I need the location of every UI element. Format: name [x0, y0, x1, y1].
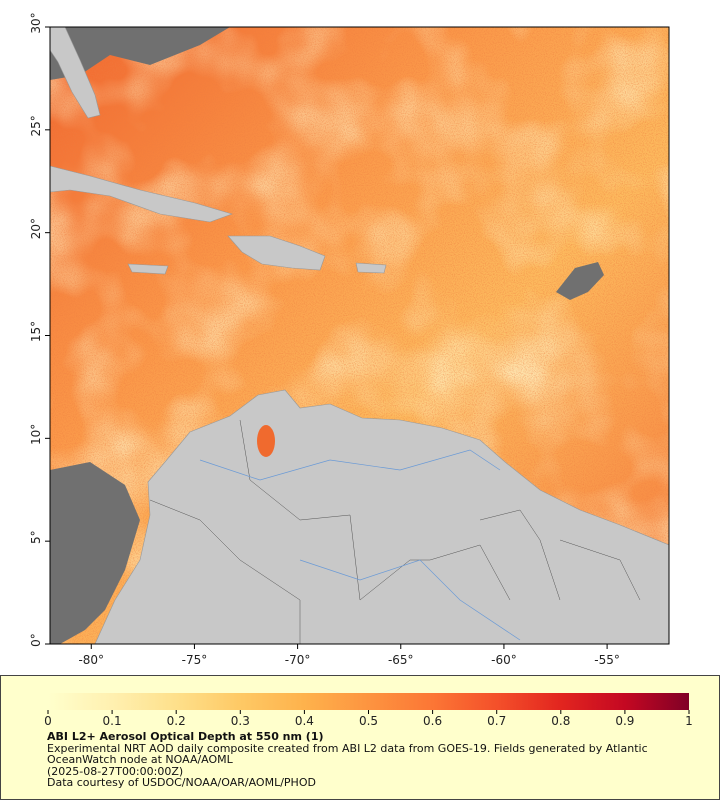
colorbar-tick-label: 0	[44, 714, 52, 728]
caption-date: (2025-08-27T00:00:00Z)	[47, 764, 184, 778]
colorbar-tick-label: 0.4	[295, 714, 314, 728]
no-data	[50, 27, 604, 644]
caption-title: ABI L2+ Aerosol Optical Depth at 550 nm …	[47, 730, 324, 743]
lat-tick-label: 15°	[29, 321, 43, 342]
lat-tick-label: 10°	[29, 424, 43, 445]
colorbar-tick-label: 0.2	[167, 714, 186, 728]
lat-tick-label: 25°	[29, 115, 43, 136]
lat-tick-label: 20°	[29, 218, 43, 239]
lon-tick-label: -75°	[182, 653, 208, 667]
map: 0° 5° 10° 15° 20° 25° 30° -80° -75° -70° -65° -60° -…	[29, 12, 670, 667]
lon-tick-label: -70°	[285, 653, 311, 667]
lat-tick-label: 30°	[29, 12, 43, 33]
lon-tick-label: -80°	[78, 653, 104, 667]
rivers	[199, 449, 521, 641]
lat-tick-label: 5°	[29, 530, 43, 544]
colorbar-tick-label: 0.5	[359, 714, 378, 728]
map-field	[50, 27, 669, 644]
colorbar-tick-label: 0.7	[487, 714, 506, 728]
colorbar-tick-label: 0.6	[423, 714, 442, 728]
lon-tick-label: -60°	[491, 653, 517, 667]
lon-tick-label: -65°	[388, 653, 414, 667]
legend-panel: 0 0.1 0.2 0.3 0.4 0.5 0.6 0.7 0.8 0.9 1	[0, 675, 720, 800]
axes: 0° 5° 10° 15° 20° 25° 30° -80° -75° -70° -65° -60° -…	[29, 12, 620, 667]
borders	[149, 419, 641, 644]
lon-tick-label: -55°	[594, 653, 620, 667]
caption-credit: Data courtesy of USDOC/NOAA/OAR/AOML/PHO…	[47, 776, 316, 789]
colorbar-tick-label: 0.8	[551, 714, 570, 728]
lat-tick-label: 0°	[29, 633, 43, 647]
caption-description: Experimental NRT AOD daily composite cre…	[47, 741, 648, 766]
caption: ABI L2+ Aerosol Optical Depth at 550 nm …	[47, 731, 687, 789]
colorbar: 0 0.1 0.2 0.3 0.4 0.5 0.6 0.7 0.8 0.9 1	[44, 693, 693, 728]
colorbar-tick-label: 0.3	[231, 714, 250, 728]
colorbar-tick-label: 0.9	[615, 714, 634, 728]
colorbar-ramp	[48, 693, 689, 710]
lake	[257, 425, 275, 457]
land	[50, 27, 669, 644]
colorbar-tick-label: 1	[685, 714, 693, 728]
colorbar-tick-label: 0.1	[103, 714, 122, 728]
